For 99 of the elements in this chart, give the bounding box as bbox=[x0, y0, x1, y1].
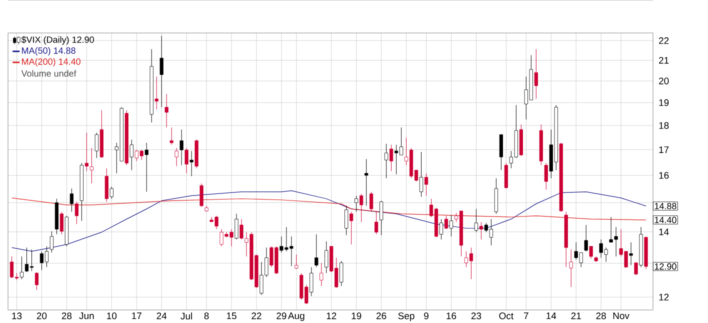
x-tick-label: 29 bbox=[276, 312, 286, 320]
x-tick-label: 16 bbox=[446, 312, 456, 320]
candlestick bbox=[534, 48, 538, 100]
candlestick bbox=[350, 212, 354, 245]
y-tick-label: 19 bbox=[659, 99, 669, 106]
candlestick bbox=[494, 178, 498, 214]
candlestick bbox=[90, 148, 94, 184]
candlestick bbox=[380, 200, 384, 236]
candlestick bbox=[144, 142, 148, 192]
annotation: Volume undef bbox=[21, 70, 76, 77]
legend-label: MA(50) 14.88 bbox=[22, 47, 76, 56]
x-tick-label: 26 bbox=[376, 312, 386, 320]
candlestick bbox=[504, 162, 508, 189]
candlestick bbox=[384, 144, 388, 179]
y-tick-label: 22 bbox=[659, 37, 669, 44]
candlestick bbox=[364, 158, 368, 206]
candlestick bbox=[160, 36, 164, 108]
candlestick bbox=[634, 262, 638, 276]
candlestick bbox=[110, 186, 114, 199]
candlestick bbox=[60, 212, 64, 235]
candlestick bbox=[449, 214, 454, 237]
legend-label: MA(200) 14.40 bbox=[22, 58, 80, 67]
candlestick bbox=[184, 148, 188, 174]
annotation: 14.40 bbox=[654, 216, 676, 224]
x-tick-label: 22 bbox=[252, 312, 262, 320]
x-tick-label: 7 bbox=[524, 312, 528, 320]
candlestick bbox=[20, 256, 24, 280]
x-tick-label: 17 bbox=[132, 312, 142, 320]
candlestick bbox=[174, 148, 178, 166]
candlestick bbox=[629, 242, 633, 266]
x-tick-label: 15 bbox=[226, 312, 236, 320]
candlestick bbox=[320, 262, 324, 286]
x-tick-label: Aug bbox=[288, 312, 304, 322]
y-tick-label: 17 bbox=[659, 146, 669, 154]
x-tick-label: 24 bbox=[156, 312, 167, 320]
x-tick-label: 9 bbox=[424, 312, 428, 320]
y-tick-label: 16 bbox=[659, 172, 669, 179]
x-tick-label: 10 bbox=[107, 312, 117, 320]
x-tick-label: 14 bbox=[546, 312, 556, 320]
x-tick-label: 12 bbox=[326, 312, 336, 320]
y-tick-label: 20 bbox=[659, 78, 669, 84]
candlestick bbox=[444, 216, 448, 230]
candlestick bbox=[439, 218, 444, 240]
x-tick-label: 28 bbox=[62, 312, 72, 320]
candlestick bbox=[200, 183, 204, 208]
x-tick-label: 8 bbox=[204, 312, 209, 320]
candlestick bbox=[234, 214, 238, 240]
candlestick bbox=[390, 144, 394, 172]
y-tick-label: 18 bbox=[659, 122, 669, 129]
candlestick bbox=[479, 222, 483, 240]
candlestick bbox=[474, 208, 478, 232]
candlestick bbox=[360, 193, 364, 222]
candlestick bbox=[544, 162, 548, 190]
x-tick-label: Jul bbox=[180, 312, 192, 320]
candlestick bbox=[499, 134, 503, 170]
legend-label: $VIX (Daily) 12.90 bbox=[21, 36, 94, 45]
line-series bbox=[11, 190, 646, 252]
candlestick bbox=[190, 150, 194, 176]
candlestick bbox=[180, 129, 184, 166]
x-tick-label: 21 bbox=[571, 312, 581, 320]
x-tick-label: 23 bbox=[471, 312, 482, 320]
candlestick bbox=[70, 188, 74, 212]
candlestick bbox=[584, 224, 588, 252]
candlestick bbox=[340, 260, 344, 286]
candlestick bbox=[74, 202, 78, 224]
candlestick bbox=[294, 254, 298, 270]
candlestick bbox=[374, 212, 378, 235]
y-tick-label: 14 bbox=[659, 228, 669, 236]
x-tick-label: 19 bbox=[352, 312, 362, 320]
x-tick-label: Nov bbox=[613, 312, 630, 320]
candlestick bbox=[589, 246, 593, 259]
candlestick bbox=[164, 94, 168, 128]
candlestick bbox=[370, 192, 374, 212]
candlestick bbox=[154, 76, 158, 110]
candlestick bbox=[344, 206, 348, 236]
y-tick-label: 21 bbox=[659, 56, 669, 64]
candlestick bbox=[34, 272, 39, 290]
candlestick bbox=[310, 266, 314, 296]
candlestick bbox=[50, 231, 54, 253]
candlestick bbox=[324, 241, 328, 274]
x-tick-label: Sep bbox=[398, 312, 414, 322]
x-tick-label: 28 bbox=[596, 312, 606, 320]
x-tick-label: 20 bbox=[36, 312, 47, 320]
x-tick-label: 13 bbox=[12, 312, 22, 320]
candlestick bbox=[94, 132, 98, 158]
candlestick bbox=[104, 168, 108, 202]
x-tick-label: Jun bbox=[79, 312, 94, 320]
candlestick bbox=[424, 173, 428, 196]
candlestick bbox=[84, 132, 88, 172]
x-tick-label: Oct bbox=[499, 312, 514, 320]
line-series bbox=[11, 198, 646, 220]
candlestick bbox=[569, 249, 573, 288]
candlestick bbox=[314, 234, 318, 268]
candlestick bbox=[170, 127, 174, 146]
annotation: 14.88 bbox=[654, 202, 676, 210]
annotation: 12.90 bbox=[654, 263, 676, 270]
candlestick bbox=[419, 152, 424, 198]
y-tick-label: 12 bbox=[659, 294, 669, 300]
candlestick bbox=[354, 195, 358, 212]
